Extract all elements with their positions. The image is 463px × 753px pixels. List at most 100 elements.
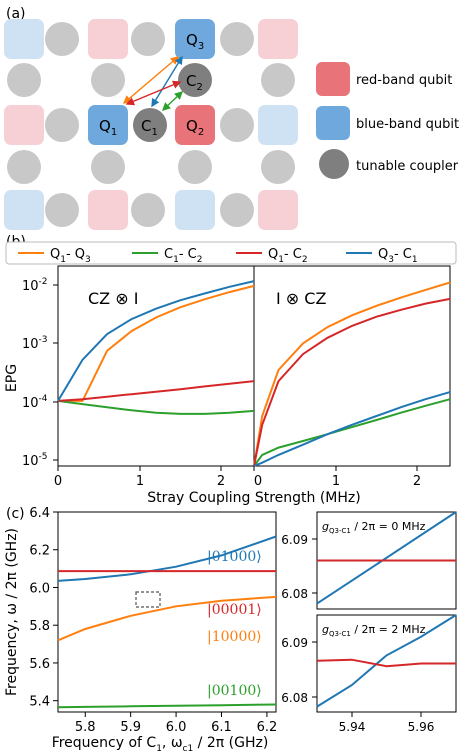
legend-b: Q1- Q3 C1- C2 Q1- C2 Q3- C1 <box>18 247 418 265</box>
arrow-q1-c2 <box>125 80 182 106</box>
series-line <box>57 280 255 402</box>
series-line <box>57 595 277 642</box>
inset-xtick-2: 5.96 <box>408 720 435 734</box>
legend-blue-swatch <box>316 106 350 140</box>
inset-yticks: 6.09 6.08 6.09 6.08 <box>281 533 317 705</box>
plot-c-yticks: 6.4 6.2 6.0 5.8 5.6 5.4 <box>29 506 58 710</box>
inset-top-ytick-1: 6.09 <box>281 533 308 547</box>
xtick-b-r2: 2 <box>413 474 421 489</box>
state-label-00001: |00001⟩ <box>207 602 262 618</box>
series-line <box>253 391 451 467</box>
qubit-tile <box>175 190 215 230</box>
series-line <box>253 281 451 467</box>
series-line <box>253 398 451 467</box>
xtick-b-l1: 1 <box>136 474 144 489</box>
qubit-tile <box>4 105 44 145</box>
qubit-q3 <box>175 19 215 59</box>
panel-a-label: (a) <box>6 6 26 22</box>
series-line <box>316 658 456 668</box>
xtick-b-r0: 0 <box>254 474 262 489</box>
qubit-tile <box>258 105 298 145</box>
plot-b-xticks: 0 1 2 0 1 2 <box>54 466 421 489</box>
inset-xticks: 5.94 5.96 <box>339 712 435 734</box>
coupler-circle <box>45 108 79 142</box>
arrow-c1-c2 <box>161 91 184 111</box>
coupler-circle <box>131 22 165 56</box>
plot-b-left-title: CZ ⊗ I <box>88 289 138 308</box>
legend-b-box <box>5 241 457 265</box>
state-label-10000: |10000⟩ <box>207 629 262 645</box>
coupler-circle <box>261 63 295 97</box>
series-line <box>316 614 457 708</box>
qubit-q1 <box>88 105 128 145</box>
qubit-q2 <box>175 105 215 145</box>
coupler-circle <box>261 150 295 184</box>
xtick-b-r1: 1 <box>332 474 340 489</box>
ytick-c: 6.4 <box>29 506 50 521</box>
panel-c-label: (c) <box>6 506 25 522</box>
plot-b-left <box>57 280 255 415</box>
xtick-c: 6.1 <box>211 720 232 735</box>
plot-c-main <box>57 535 277 709</box>
qubit-tile <box>258 190 298 230</box>
inset-top-ytick-2: 6.08 <box>281 587 308 601</box>
inset-bottom-ytick-1: 6.09 <box>281 636 308 650</box>
state-label-01000: |01000⟩ <box>207 549 262 565</box>
legend-b-label: C1- C2 <box>164 247 202 265</box>
zoom-box <box>135 591 161 608</box>
ytick-c: 6.2 <box>29 544 50 559</box>
legend-coupler-swatch <box>319 149 349 179</box>
coupler-c1 <box>133 108 167 142</box>
ytick-b-4: 10-5 <box>22 452 48 469</box>
plot-b-right-frame <box>253 265 451 467</box>
qubit-tile <box>88 190 128 230</box>
ytick-c: 5.8 <box>29 619 50 634</box>
inset-top-title: gQ3-C1 / 2π = 0 MHz <box>322 520 426 535</box>
coupler-circle <box>91 150 125 184</box>
coupler-circle <box>7 150 41 184</box>
xtick-b-l2: 2 <box>217 474 225 489</box>
series-line <box>316 511 457 605</box>
plot-b-ylabel: EPG <box>4 364 20 392</box>
plot-c-xticks: 5.8 5.9 6.0 6.1 6.2 <box>75 712 277 735</box>
coupler-circle <box>45 22 79 56</box>
xtick-c: 5.8 <box>75 720 96 735</box>
ytick-c: 5.6 <box>29 657 50 672</box>
inset-xtick-1: 5.94 <box>339 720 366 734</box>
qubit-lattice <box>4 19 298 230</box>
legend-blue-label: blue-band qubit <box>356 117 459 132</box>
xtick-b-l0: 0 <box>54 474 62 489</box>
legend-b-label: Q1- C2 <box>268 247 308 265</box>
qubit-tile <box>4 190 44 230</box>
coupler-circle <box>220 22 254 56</box>
ytick-c: 6.0 <box>29 581 50 596</box>
inset-bottom-title: gQ3-C1 / 2π = 2 MHz <box>322 623 426 638</box>
ytick-b-1: 10-2 <box>22 277 48 294</box>
legend-b-label: Q3- C1 <box>378 247 418 265</box>
qubit-tile <box>258 19 298 59</box>
series-line <box>58 284 255 402</box>
arrow-q1-q3 <box>122 56 180 104</box>
plot-c-ylabel: Frequency, ω / 2π (GHz) <box>4 528 20 696</box>
xtick-c: 6.0 <box>166 720 187 735</box>
plot-b-right-title: I ⊗ CZ <box>276 289 326 308</box>
inset-bottom-ytick-2: 6.08 <box>281 691 308 705</box>
coupler-circle <box>91 63 125 97</box>
coupler-circle <box>45 193 79 227</box>
label-c2: C2 <box>186 72 203 93</box>
legend-red-label: red-band qubit <box>356 73 452 88</box>
series-line <box>253 297 451 467</box>
inset-top <box>316 511 457 605</box>
legend-red-swatch <box>316 62 350 96</box>
coupler-circle <box>7 63 41 97</box>
series-line <box>57 703 277 709</box>
series-line <box>57 399 255 415</box>
coupler-circle <box>131 193 165 227</box>
qubit-tile <box>4 19 44 59</box>
state-label-00100: |00100⟩ <box>207 683 262 699</box>
inset-bottom <box>316 614 457 708</box>
label-q1: Q1 <box>99 117 117 138</box>
ytick-b-3: 10-4 <box>22 394 48 411</box>
arrow-q3-c1 <box>151 55 183 108</box>
